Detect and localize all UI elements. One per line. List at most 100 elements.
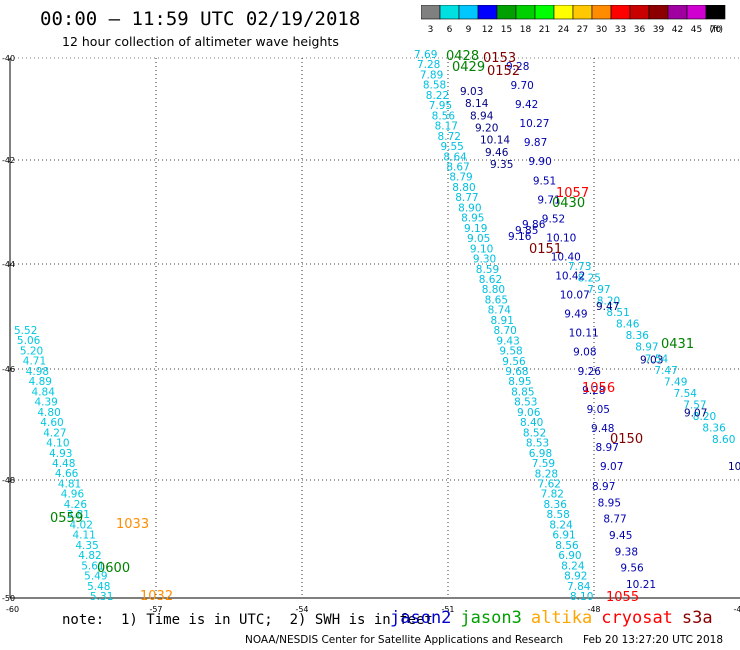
colorbar-tick-label: 70: [710, 25, 722, 35]
wave-height-value: 8.90: [458, 202, 481, 214]
pass-time-label-altika: 1032: [140, 589, 173, 604]
wave-height-value: 8.53: [514, 397, 537, 409]
wave-height-value: 8.46: [616, 319, 640, 331]
wave-height-value: 8.77: [455, 192, 478, 204]
pass-time-label-jason3: 0600: [97, 561, 130, 576]
wave-height-value: 5.20: [20, 345, 43, 357]
wave-height-value: 8.74: [488, 305, 512, 317]
latitude-label: -48: [2, 476, 15, 485]
wave-height-value: 9.28: [506, 61, 529, 73]
pass-time-label-jason2: 0153: [483, 51, 516, 66]
wave-height-value: 4.82: [78, 550, 101, 562]
color-swatch: [705, 5, 726, 20]
wave-height-value: 9.26: [578, 366, 602, 378]
wave-height-value: 7.62: [538, 479, 561, 491]
wave-height-value: 4.98: [26, 366, 49, 378]
credit-line: NOAA/NESDIS Center for Satellite Applica…: [245, 634, 563, 646]
wave-height-value: 7.82: [541, 489, 564, 501]
wave-height-value: 9.55: [440, 141, 463, 153]
colorbar-tick-label: 6: [447, 25, 453, 35]
wave-height-value: 8.97: [596, 442, 619, 454]
wave-height-value: 5.61: [81, 560, 104, 572]
colorbar-tick-label: (ft): [709, 25, 723, 35]
wave-height-value: 9.90: [528, 156, 551, 168]
wave-height-value: 9.42: [515, 99, 538, 111]
wave-height-value: 3.81: [67, 509, 90, 521]
wave-height-value: 8.36: [702, 422, 726, 434]
wave-height-value: 8.70: [493, 325, 516, 337]
latitude-label: -40: [2, 54, 15, 63]
pass-time-label-jason3: 0431: [661, 337, 694, 352]
wave-height-value: 10.07: [560, 290, 590, 302]
generated-timestamp: Feb 20 13:27:20 UTC 2018: [583, 634, 723, 646]
wave-height-value: 6.91: [552, 530, 575, 542]
wave-height-value: 9.56: [620, 563, 644, 575]
wave-height-value: 4.39: [34, 397, 57, 409]
wave-height-value: 8.58: [546, 509, 569, 521]
wave-height-value: 7.54: [645, 353, 669, 365]
longitude-label: -57: [149, 605, 162, 614]
wave-height-value: 10.21: [626, 579, 656, 591]
wave-height-value: 8.10: [570, 591, 593, 603]
colorbar-tick-label: 45: [691, 25, 702, 35]
wave-height-value: 4.66: [55, 468, 79, 480]
wave-height-value: 10.14: [480, 135, 510, 147]
wave-height-value: 8.72: [438, 131, 461, 143]
wave-height-value: 8.52: [523, 427, 546, 439]
longitude-label: -48: [587, 605, 600, 614]
wave-height-value: 4.93: [49, 448, 72, 460]
colorbar-tick-label: 18: [520, 25, 532, 35]
wave-height-value: 8.25: [578, 273, 601, 285]
wave-height-value: 7.59: [532, 458, 555, 470]
wave-height-value: 4.26: [64, 499, 88, 511]
wave-height-value: 8.59: [476, 264, 499, 276]
wave-height-value: 8.53: [526, 438, 549, 450]
wave-height-value: 8.22: [426, 90, 449, 102]
wave-height-value: 8.80: [482, 284, 505, 296]
longitude-label: -54: [295, 605, 308, 614]
wave-height-value: 9.03: [640, 354, 663, 366]
wave-height-value: 8.80: [452, 182, 475, 194]
wave-height-value: 6.98: [529, 448, 552, 460]
wave-height-value: 4.89: [29, 376, 52, 388]
wave-height-value: 8.65: [485, 294, 508, 306]
wave-height-value: 9.56: [502, 356, 526, 368]
colorbar-tick-label: 36: [634, 25, 646, 35]
wave-height-value: 9.35: [490, 159, 513, 171]
wave-height-value: 8.60: [712, 434, 735, 446]
satellite-legend: jason2 jason3 altika cryosat s3a: [390, 608, 722, 628]
wave-height-value: 9.38: [615, 546, 638, 558]
wave-height-value: 9.06: [517, 407, 541, 419]
wave-height-value: 4.81: [58, 478, 81, 490]
wave-height-value: 9.07: [600, 461, 623, 473]
colorbar-tick-label: 21: [539, 25, 550, 35]
wave-height-value: 4.11: [72, 530, 95, 542]
legend-cryosat: cryosat: [601, 608, 673, 628]
wave-height-value: 7.49: [664, 376, 687, 388]
wave-height-value: 8.97: [592, 481, 615, 493]
colorbar-tick-label: 15: [501, 25, 512, 35]
longitude-label: -51: [441, 605, 454, 614]
colorbar-tick-label: 30: [596, 25, 608, 35]
wave-height-value: 9.47: [596, 301, 619, 313]
wave-height-value: 8.20: [693, 411, 716, 423]
wave-height-value: 10.27: [519, 118, 549, 130]
pass-time-label-jason3: 0430: [552, 196, 585, 211]
page-title: 00:00 – 11:59 UTC 02/19/2018: [40, 8, 361, 30]
pass-time-label-jason3: 0428: [446, 49, 479, 64]
wave-height-value: 8.56: [555, 540, 579, 552]
wave-height-value: 10: [728, 461, 740, 473]
pass-time-label-jason2: 0152: [487, 64, 520, 79]
colorbar-tick-label: 27: [577, 25, 588, 35]
wave-height-value: 8.40: [520, 417, 543, 429]
wave-height-value: 9.52: [542, 213, 565, 225]
wave-height-value: 9.71: [537, 194, 560, 206]
wave-height-value: 8.58: [423, 80, 446, 92]
wave-height-value: 9.10: [470, 243, 493, 255]
wave-height-value: 9.68: [505, 366, 528, 378]
latitude-label: -42: [2, 156, 15, 165]
colorbar-tick-label: 39: [653, 25, 665, 35]
wave-height-value: 5.49: [84, 571, 107, 583]
pass-time-label-cryosat: 1056: [582, 381, 615, 396]
wave-height-value: 7.57: [683, 399, 706, 411]
